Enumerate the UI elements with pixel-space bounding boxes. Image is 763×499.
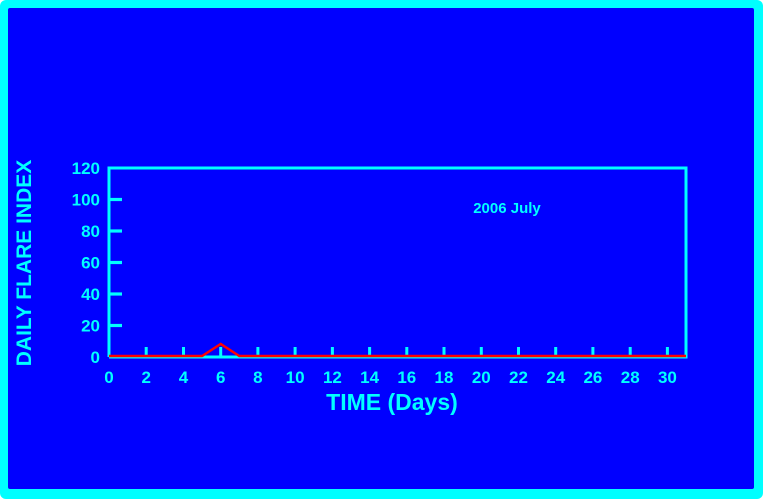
svg-text:30: 30 xyxy=(658,368,677,387)
svg-text:12: 12 xyxy=(323,368,342,387)
svg-text:2006 July: 2006 July xyxy=(473,200,541,217)
svg-text:10: 10 xyxy=(286,368,305,387)
svg-text:4: 4 xyxy=(179,368,189,387)
svg-text:0: 0 xyxy=(91,348,100,367)
svg-text:18: 18 xyxy=(435,368,454,387)
svg-text:0: 0 xyxy=(104,368,113,387)
svg-text:20: 20 xyxy=(472,368,491,387)
svg-text:80: 80 xyxy=(81,222,100,241)
svg-text:26: 26 xyxy=(583,368,602,387)
svg-text:120: 120 xyxy=(72,159,100,178)
svg-text:24: 24 xyxy=(546,368,565,387)
svg-text:100: 100 xyxy=(72,191,100,210)
svg-text:20: 20 xyxy=(81,317,100,336)
svg-text:TIME (Days): TIME (Days) xyxy=(326,389,458,415)
svg-text:60: 60 xyxy=(81,254,100,273)
svg-text:14: 14 xyxy=(360,368,379,387)
svg-text:8: 8 xyxy=(253,368,262,387)
svg-text:2: 2 xyxy=(141,368,150,387)
svg-text:40: 40 xyxy=(81,285,100,304)
svg-text:16: 16 xyxy=(397,368,416,387)
svg-text:DAILY FLARE INDEX: DAILY FLARE INDEX xyxy=(13,160,36,367)
svg-text:6: 6 xyxy=(216,368,225,387)
svg-text:28: 28 xyxy=(621,368,640,387)
svg-text:22: 22 xyxy=(509,368,528,387)
